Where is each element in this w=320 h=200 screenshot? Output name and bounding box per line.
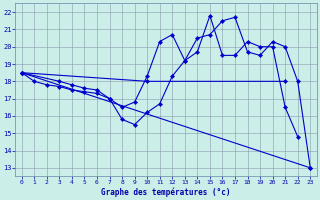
X-axis label: Graphe des températures (°c): Graphe des températures (°c)	[101, 187, 231, 197]
